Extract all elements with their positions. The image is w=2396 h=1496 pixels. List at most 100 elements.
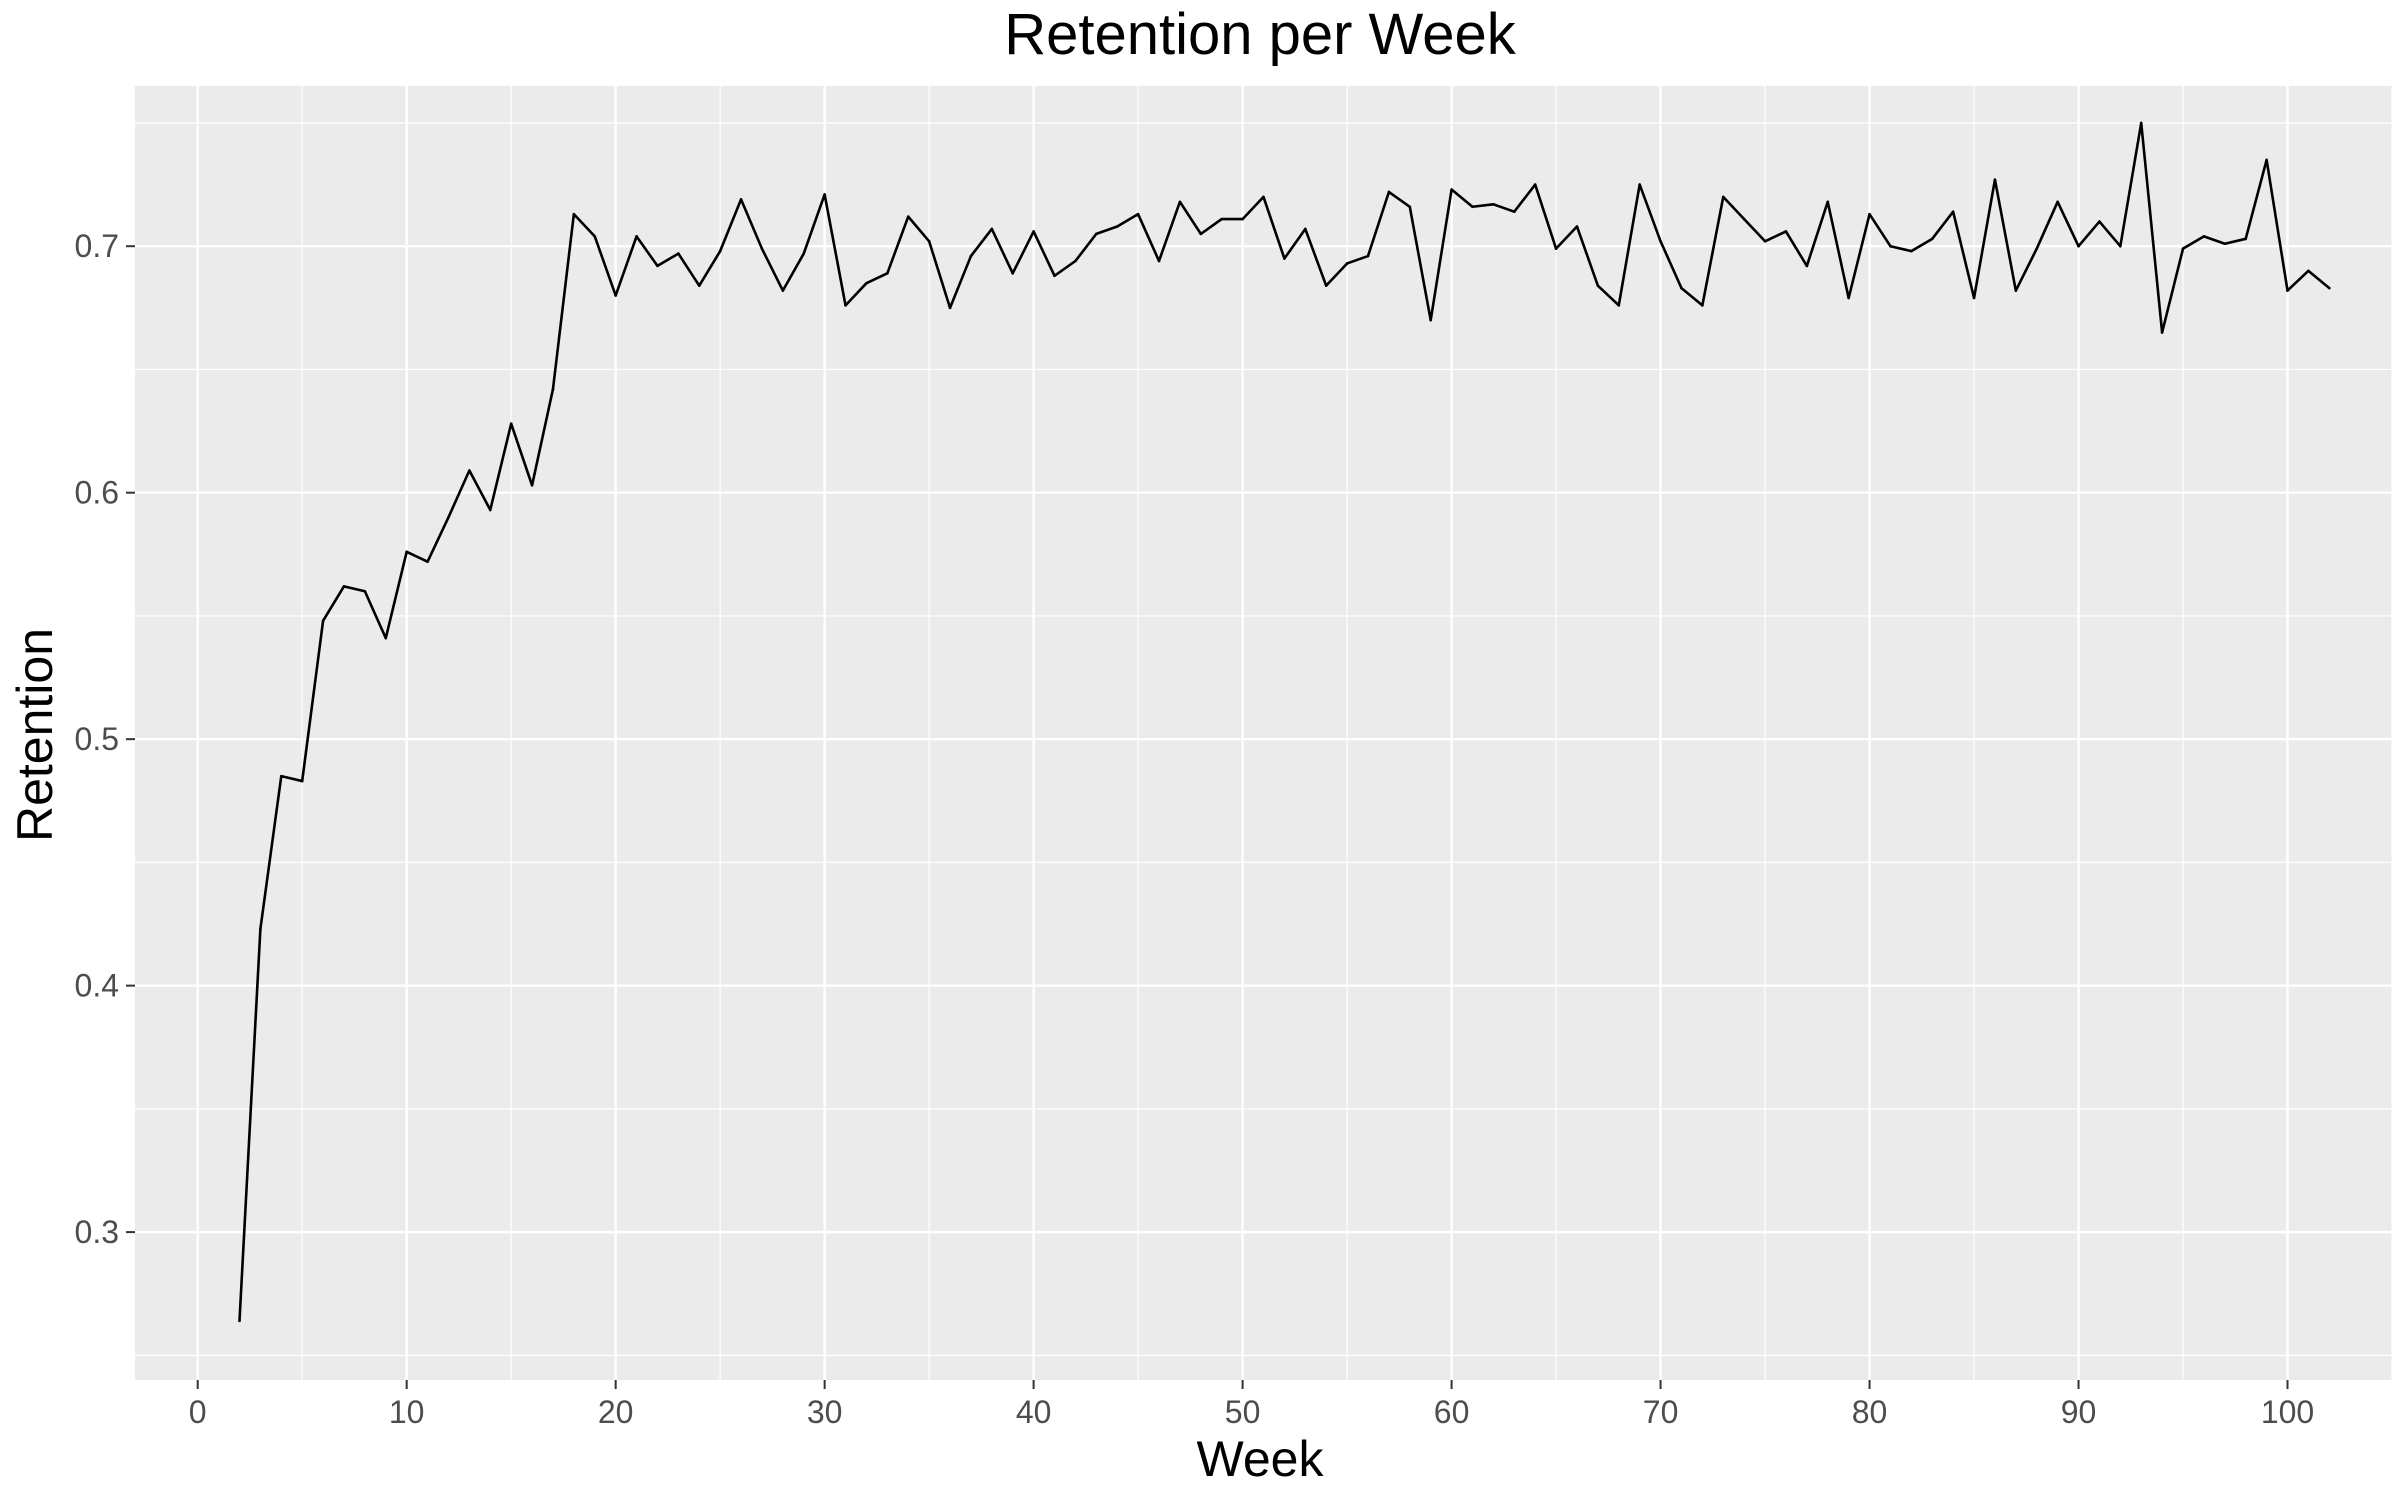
data-point [2244,237,2248,241]
data-point [1366,254,1370,258]
y-tick-label: 0.3 [75,1214,119,1250]
data-point [279,774,283,778]
data-point [1408,205,1412,209]
data-point [2056,200,2059,204]
data-point [2119,244,2122,248]
data-point [342,585,346,588]
x-axis-title: Week [1197,1431,1325,1487]
data-point [2307,269,2310,273]
data-point [677,252,680,255]
x-tick-label: 70 [1643,1394,1679,1430]
data-point [948,306,952,310]
data-point [1157,259,1161,263]
data-point [1993,178,1997,181]
x-tick-label: 60 [1434,1394,1470,1430]
data-point [906,215,910,218]
data-point [1115,225,1119,228]
data-point [823,193,826,196]
x-tick-label: 10 [389,1394,425,1430]
x-axis-tick-labels: 0 10 20 30 40 50 60 70 80 90 100 [189,1394,2314,1430]
data-point [2077,244,2080,248]
data-point [384,636,388,640]
data-point [1512,210,1516,214]
data-point [1471,205,1474,209]
x-tick-label: 40 [1016,1394,1052,1430]
data-point [635,235,638,238]
data-point [1262,195,1265,199]
x-tick-label: 30 [807,1394,843,1430]
data-point [2014,289,2018,292]
data-point [2098,220,2101,223]
data-point [1805,264,1809,268]
data-point [1220,217,1224,221]
data-point [238,1319,241,1323]
data-point [718,249,722,253]
y-tick-label: 0.6 [75,475,119,511]
data-point [551,387,555,391]
y-tick-label: 0.5 [75,721,119,757]
data-point [2035,247,2039,250]
data-point [1011,272,1015,275]
data-point [865,281,868,285]
data-point [1074,259,1077,263]
data-point [1889,244,1892,248]
data-point [802,252,806,255]
data-point [1784,230,1788,233]
data-point [426,560,429,563]
data-point [1178,200,1182,204]
x-tick-label: 90 [2061,1394,2097,1430]
data-point [1032,230,1035,233]
x-tick-label: 80 [1852,1394,1888,1430]
chart-title: Retention per Week [1004,2,1517,67]
data-point [927,239,931,243]
data-point [2160,331,2164,334]
data-point [739,198,743,201]
data-point [1450,188,1453,191]
data-point [572,212,576,216]
data-point [781,289,785,292]
data-point [1387,190,1391,194]
series-vertices [238,121,2331,1323]
data-point [259,927,262,931]
data-point [300,779,304,783]
data-point [1972,296,1976,300]
data-point [1826,200,1830,204]
panel-background [135,86,2392,1380]
data-point [363,589,367,593]
axis-ticks [126,245,2289,1389]
data-point [2265,158,2268,162]
data-point [447,516,450,519]
data-point [1951,210,1955,214]
data-point [1847,296,1850,300]
y-axis-tick-labels: 0.3 0.4 0.5 0.6 0.7 [75,228,119,1250]
data-point [969,254,973,258]
data-point [1429,318,1432,322]
data-point [2139,121,2143,125]
data-point [509,422,513,425]
x-tick-label: 0 [189,1394,207,1430]
data-point [656,264,659,268]
data-point [1533,183,1537,186]
data-point [1136,212,1140,216]
data-point [990,227,994,231]
data-point [1324,284,1328,287]
data-point [321,619,325,623]
data-point [1742,217,1746,221]
data-point [1763,239,1767,243]
data-point [1575,225,1579,228]
y-tick-label: 0.7 [75,228,119,264]
data-point [697,284,701,287]
y-axis-title: Retention [7,628,63,842]
data-point [1492,203,1495,206]
data-point [886,272,889,275]
data-point [2223,242,2227,246]
data-point [488,508,492,512]
data-point [1680,286,1683,290]
data-point [1283,257,1286,260]
data-point [1303,227,1307,231]
x-tick-label: 100 [2261,1394,2314,1430]
data-point [1554,247,1558,250]
data-point [468,469,471,472]
x-tick-label: 20 [598,1394,634,1430]
